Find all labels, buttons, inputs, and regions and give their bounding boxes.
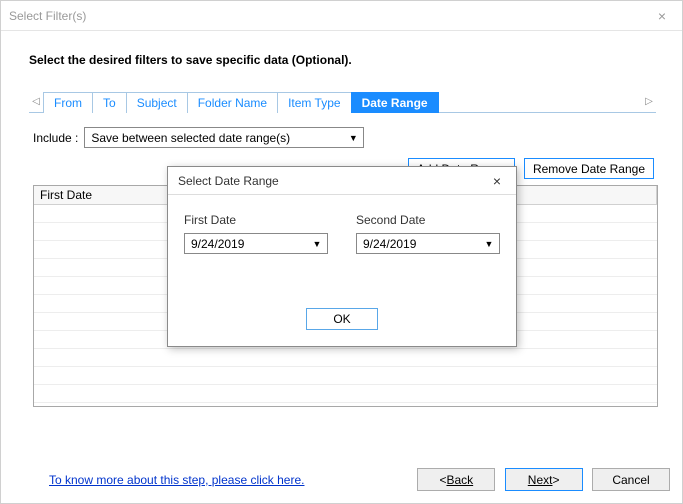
table-row: [34, 349, 657, 367]
back-label: Back: [446, 473, 473, 487]
tab-scroll-right-icon[interactable]: ▷: [642, 92, 656, 112]
instruction-text: Select the desired filters to save speci…: [29, 53, 662, 67]
date-fields: First Date 9/24/2019 ▼ Second Date 9/24/…: [184, 213, 500, 254]
second-date-label: Second Date: [356, 213, 500, 227]
select-date-range-dialog: Select Date Range × First Date 9/24/2019…: [167, 166, 517, 347]
tab-scroll-left-icon[interactable]: ◁: [29, 92, 43, 112]
remove-date-range-button[interactable]: Remove Date Range: [524, 158, 654, 179]
include-selected-value: Save between selected date range(s): [91, 131, 290, 145]
first-date-input[interactable]: 9/24/2019 ▼: [184, 233, 328, 254]
footer: To know more about this step, please cli…: [1, 468, 682, 491]
first-date-field-group: First Date 9/24/2019 ▼: [184, 213, 328, 254]
tab-from[interactable]: From: [43, 92, 93, 113]
window-title: Select Filter(s): [9, 9, 86, 23]
titlebar: Select Filter(s) ×: [1, 1, 682, 31]
chevron-down-icon: ▼: [481, 235, 497, 252]
include-label: Include :: [33, 131, 78, 145]
dialog-actions: OK: [168, 308, 516, 346]
table-row: [34, 385, 657, 403]
main-window: Select Filter(s) × Select the desired fi…: [0, 0, 683, 504]
cancel-button[interactable]: Cancel: [592, 468, 670, 491]
nav-buttons: < Back Next > Cancel: [417, 468, 670, 491]
second-date-field-group: Second Date 9/24/2019 ▼: [356, 213, 500, 254]
help-link[interactable]: To know more about this step, please cli…: [49, 473, 304, 487]
include-row: Include : Save between selected date ran…: [33, 127, 658, 148]
back-button[interactable]: < Back: [417, 468, 495, 491]
first-date-value: 9/24/2019: [191, 237, 244, 251]
tab-item-type[interactable]: Item Type: [277, 92, 351, 113]
close-icon[interactable]: ×: [642, 1, 682, 31]
second-date-input[interactable]: 9/24/2019 ▼: [356, 233, 500, 254]
ok-button[interactable]: OK: [306, 308, 378, 330]
table-row: [34, 367, 657, 385]
first-date-label: First Date: [184, 213, 328, 227]
chevron-down-icon: ▼: [345, 129, 361, 146]
tab-strip: ◁ From To Subject Folder Name Item Type …: [29, 91, 656, 113]
dialog-body: First Date 9/24/2019 ▼ Second Date 9/24/…: [168, 195, 516, 308]
close-icon[interactable]: ×: [484, 173, 510, 189]
tab-to[interactable]: To: [92, 92, 127, 113]
chevron-down-icon: ▼: [309, 235, 325, 252]
tab-folder-name[interactable]: Folder Name: [187, 92, 278, 113]
tab-date-range[interactable]: Date Range: [351, 92, 439, 113]
second-date-value: 9/24/2019: [363, 237, 416, 251]
tab-subject[interactable]: Subject: [126, 92, 188, 113]
dialog-title: Select Date Range: [178, 174, 279, 188]
dialog-titlebar: Select Date Range ×: [168, 167, 516, 195]
next-label: Next: [528, 473, 553, 487]
include-select[interactable]: Save between selected date range(s) ▼: [84, 127, 364, 148]
next-button[interactable]: Next >: [505, 468, 583, 491]
